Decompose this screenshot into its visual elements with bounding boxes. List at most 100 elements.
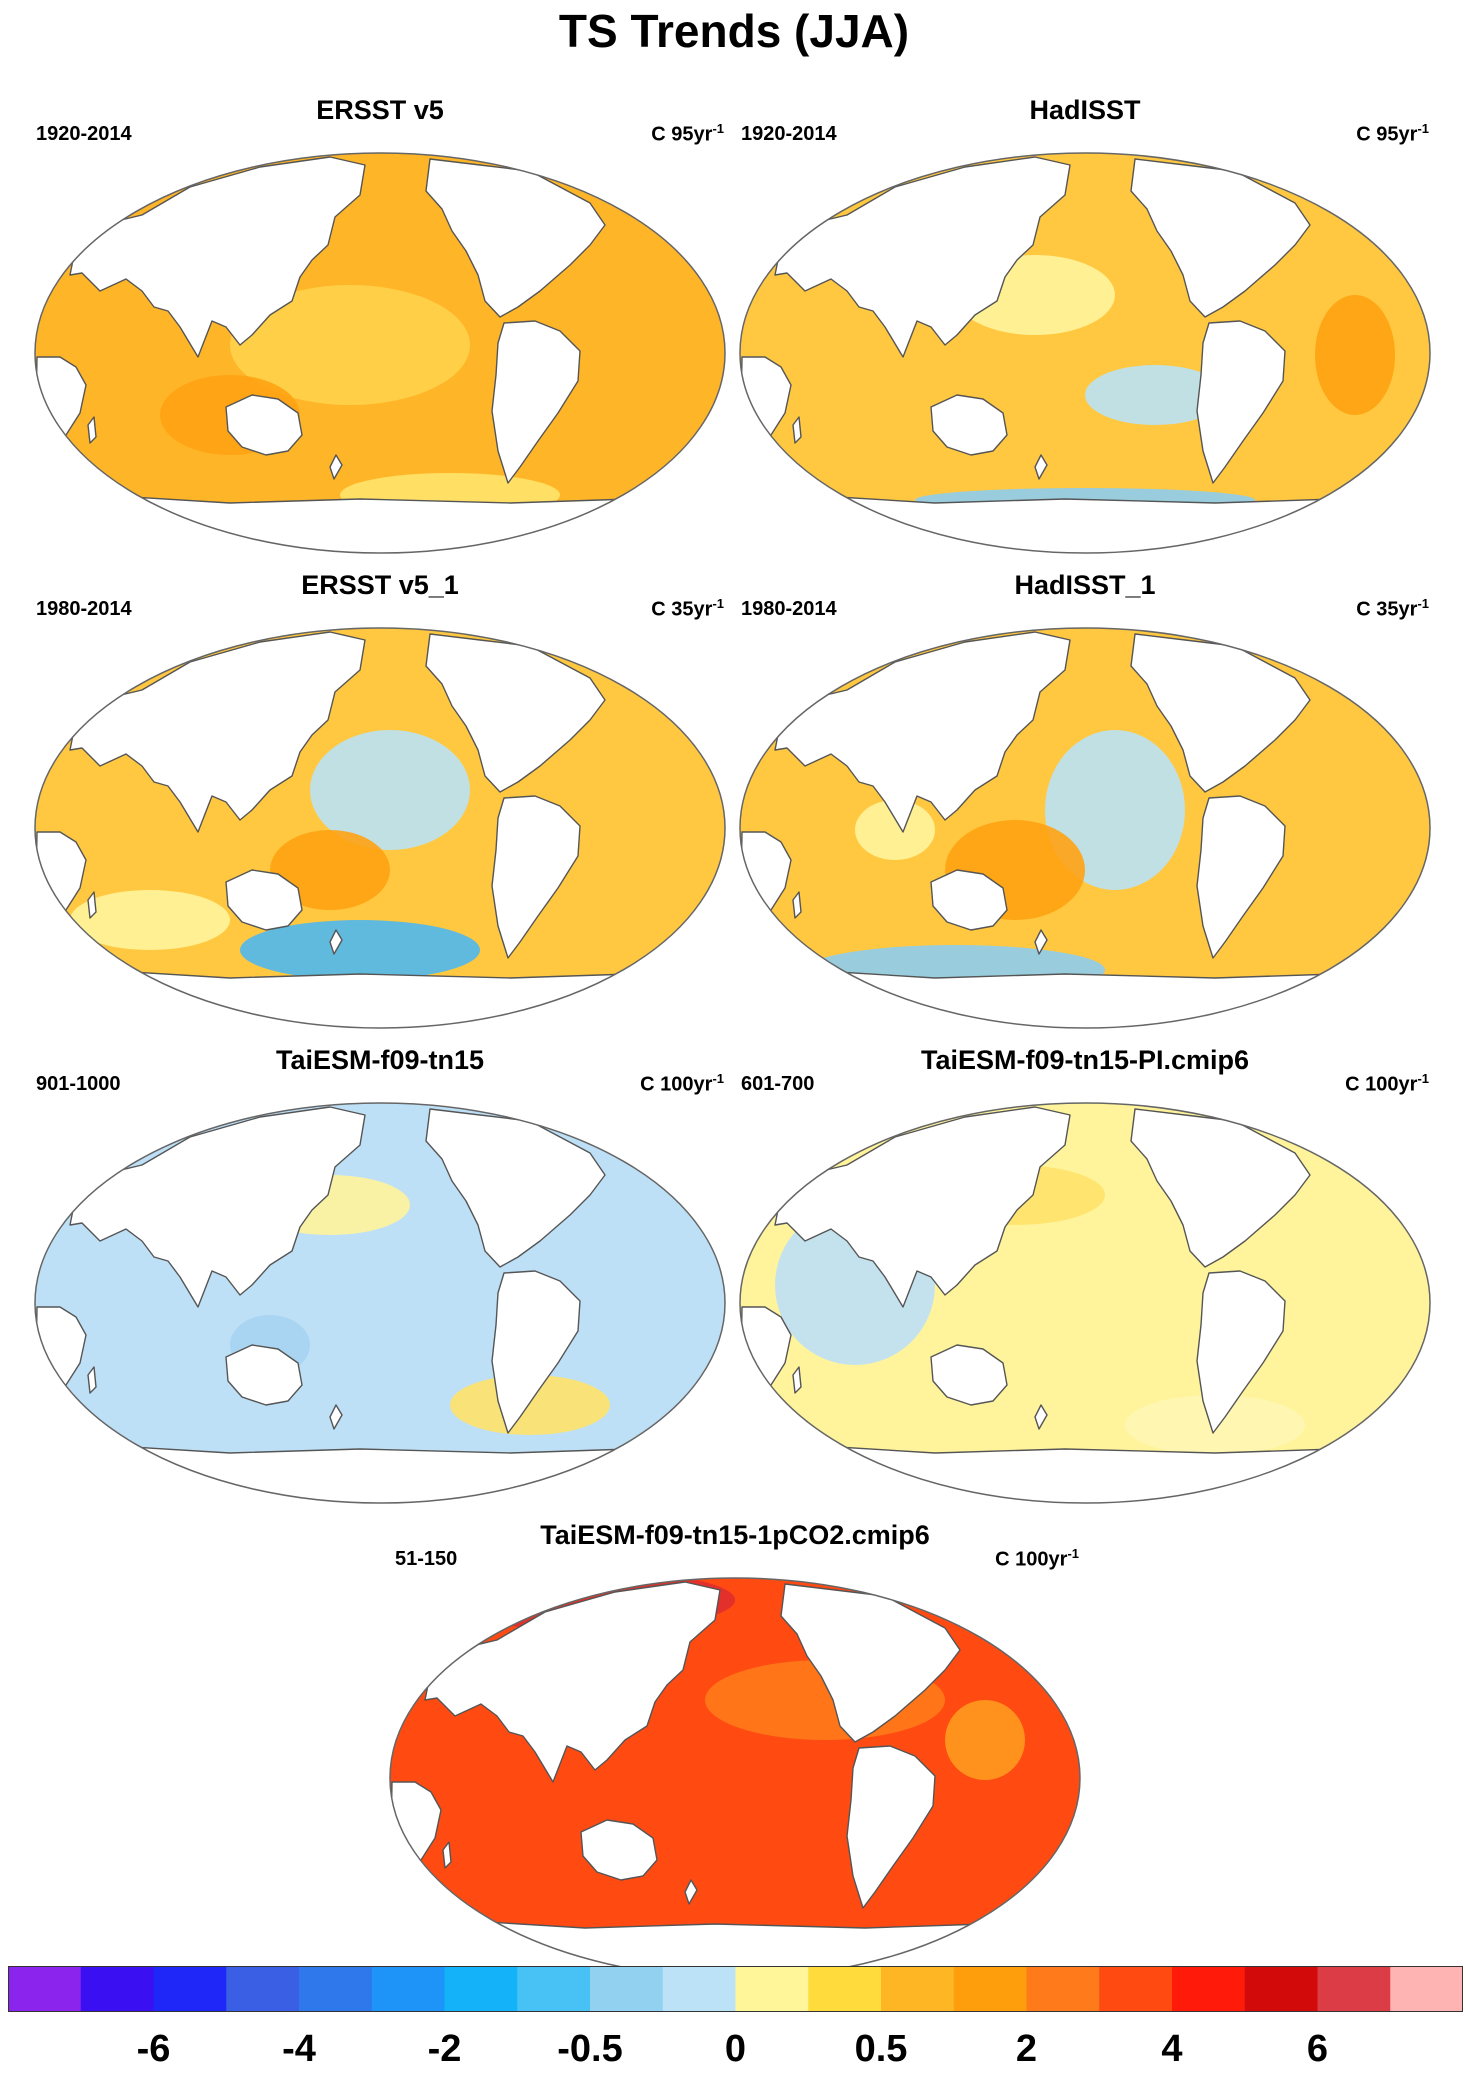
map-taiesm-f09-tn15-pi xyxy=(739,1102,1431,1504)
units-base: C 100yr xyxy=(640,1073,713,1096)
units-base: C 35yr xyxy=(651,598,713,621)
colorbar-segment xyxy=(153,1966,227,2012)
land-southamerica xyxy=(846,1745,936,1909)
units-exponent: -1 xyxy=(1417,121,1429,136)
land-antarctica xyxy=(99,1444,671,1503)
period-label: 51-150 xyxy=(395,1548,458,1570)
trend-anomaly-region xyxy=(1085,365,1225,425)
land-madagascar xyxy=(87,891,97,919)
trend-anomaly-region xyxy=(1045,730,1185,890)
panel-title: ERSST v5_1 xyxy=(301,570,459,600)
colorbar-segment xyxy=(299,1966,373,2012)
land-australia xyxy=(225,394,303,456)
colorbar-segment xyxy=(735,1966,809,2012)
trend-anomaly-region xyxy=(270,830,390,910)
land-southamerica xyxy=(1196,1270,1286,1434)
colorbar-labels: -6 -4 -2 -0.5 0 0.5 2 4 6 xyxy=(8,2028,1463,2078)
colorbar-segment xyxy=(881,1966,955,2012)
trend-anomaly-region xyxy=(230,285,470,405)
figure-title: TS Trends (JJA) xyxy=(558,5,910,57)
units-label: C 95yr-1 xyxy=(651,121,724,147)
colorbar-border xyxy=(8,1966,1463,2012)
units-base: C 100yr xyxy=(1345,1073,1418,1096)
colorbar-segment xyxy=(953,1966,1027,2012)
land-madagascar xyxy=(442,1841,452,1869)
colorbar-tick-label: 2 xyxy=(1015,2028,1038,2070)
land-antarctica xyxy=(99,494,671,553)
globe-outline xyxy=(739,152,1431,554)
land-australia xyxy=(930,1344,1008,1406)
colorbar-segment xyxy=(1317,1966,1391,2012)
panel-title: HadISST xyxy=(1029,95,1141,125)
land-australia xyxy=(580,1819,658,1881)
colorbar-segment xyxy=(371,1966,445,2012)
units-exponent: -1 xyxy=(712,121,724,136)
units-exponent: -1 xyxy=(712,596,724,611)
units-exponent: -1 xyxy=(1067,1546,1079,1561)
colorbar-tick-label: -4 xyxy=(282,2028,316,2070)
land-nz xyxy=(1034,454,1048,480)
colorbar-tick-label: 0 xyxy=(724,2028,747,2070)
land-australia xyxy=(930,869,1008,931)
land-nz xyxy=(329,454,343,480)
land-northamerica xyxy=(425,633,606,793)
ocean-field xyxy=(35,1103,725,1503)
land-nz xyxy=(1034,929,1048,955)
land-southamerica xyxy=(491,795,581,959)
land-antarctica xyxy=(804,1444,1376,1503)
colorbar-tick-label: 0.5 xyxy=(854,2028,908,2070)
land-nz xyxy=(329,1404,343,1430)
panel-title: ERSST v5 xyxy=(316,95,444,125)
land-eurasia xyxy=(774,631,1071,833)
land-antarctica xyxy=(804,969,1376,1028)
colorbar-tick-label: 6 xyxy=(1306,2028,1329,2070)
colorbar-segment xyxy=(1026,1966,1100,2012)
colorbar-segment xyxy=(226,1966,300,2012)
trend-anomaly-region xyxy=(240,920,480,980)
colorbar-segment xyxy=(808,1966,882,2012)
panel-hadisst-1: HadISST_1 1980-2014 C 35yr-1 xyxy=(735,570,1435,1040)
colorbar-tick-label: 4 xyxy=(1161,2028,1183,2070)
colorbar-tick-label: -2 xyxy=(427,2028,462,2070)
land-australia xyxy=(930,394,1008,456)
land-eurasia xyxy=(774,1106,1071,1308)
land-eurasia xyxy=(774,156,1071,358)
units-label: C 35yr-1 xyxy=(651,596,724,622)
units-base: C 95yr xyxy=(1356,123,1418,146)
globe-outline xyxy=(739,1102,1431,1504)
land-madagascar xyxy=(792,1366,802,1394)
colorbar-segment xyxy=(1099,1966,1173,2012)
units-label: C 35yr-1 xyxy=(1356,596,1429,622)
colorbar-segment xyxy=(80,1966,154,2012)
colorbar-segment xyxy=(590,1966,664,2012)
panel-ersst-v5-1: ERSST v5_1 1980-2014 C 35yr-1 xyxy=(30,570,730,1040)
units-exponent: -1 xyxy=(712,1071,724,1086)
period-label: 601-700 xyxy=(741,1073,815,1095)
panel-title: TaiESM-f09-tn15-1pCO2.cmip6 xyxy=(540,1520,930,1550)
units-base: C 95yr xyxy=(651,123,713,146)
land-eurasia xyxy=(69,631,366,833)
land-madagascar xyxy=(87,1366,97,1394)
globe-outline xyxy=(34,627,726,1029)
land-eurasia xyxy=(69,156,366,358)
trend-anomaly-region xyxy=(450,1375,610,1435)
trend-anomaly-region xyxy=(855,800,935,860)
land-nz xyxy=(684,1879,698,1905)
period-label: 1980-2014 xyxy=(741,598,837,620)
map-hadisst-1 xyxy=(739,627,1431,1029)
globe-outline xyxy=(389,1577,1081,1979)
land-australia xyxy=(225,869,303,931)
land-northamerica xyxy=(1130,158,1311,318)
land-northamerica xyxy=(780,1583,961,1743)
units-label: C 100yr-1 xyxy=(995,1546,1079,1572)
panel-hadisst: HadISST 1920-2014 C 95yr-1 xyxy=(735,95,1435,565)
trend-anomaly-region xyxy=(1315,295,1395,415)
panel-title: TaiESM-f09-tn15-PI.cmip6 xyxy=(920,1045,1250,1075)
period-label: 1920-2014 xyxy=(741,123,837,145)
colorbar-segment xyxy=(662,1966,736,2012)
colorbar-segment xyxy=(444,1966,518,2012)
land-northamerica xyxy=(1130,633,1311,793)
panel-taiesm-f09-tn15-1pco2: TaiESM-f09-tn15-1pCO2.cmip6 51-150 C 100… xyxy=(385,1520,1085,1990)
map-taiesm-f09-tn15 xyxy=(34,1102,726,1504)
units-exponent: -1 xyxy=(1417,596,1429,611)
